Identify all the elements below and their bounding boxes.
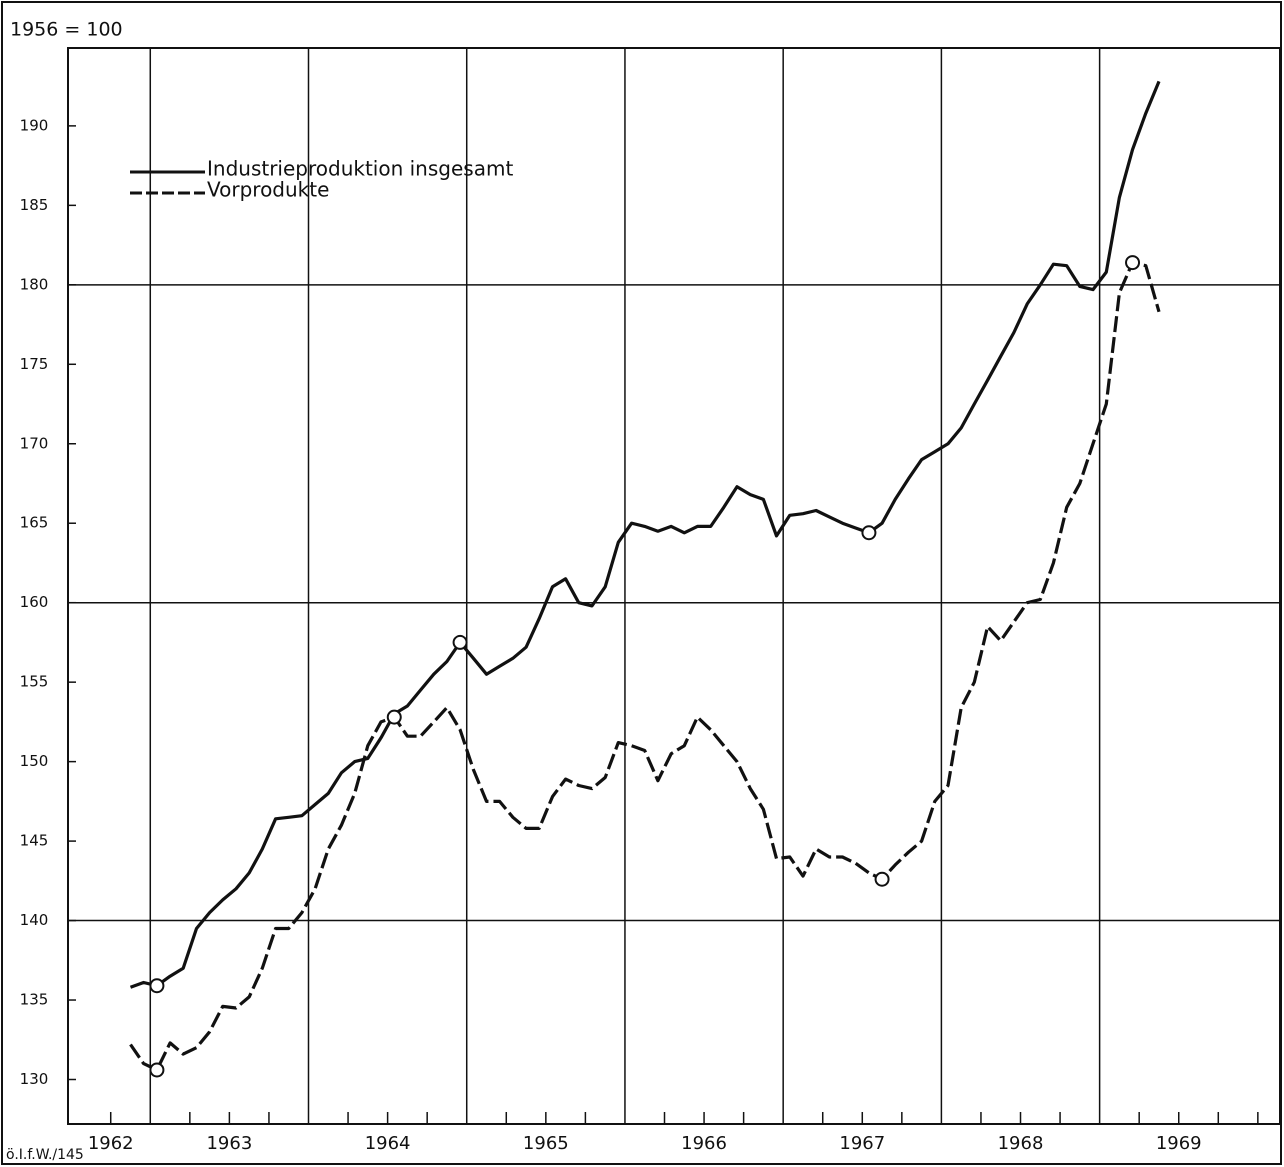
y-tick-label: 145: [20, 832, 49, 850]
legend-label: Vorprodukte: [207, 178, 329, 202]
x-tick-label: 1967: [839, 1133, 885, 1154]
y-tick-label: 185: [20, 196, 49, 214]
y-tick-label: 165: [20, 514, 49, 532]
series-line: [129, 80, 1161, 989]
x-tick-label: 1969: [1156, 1133, 1202, 1154]
y-axis-label: 1956 = 100: [10, 19, 123, 41]
x-tick-label: 1965: [523, 1133, 569, 1154]
y-tick-label: 170: [20, 434, 49, 452]
x-tick-label: 1962: [88, 1133, 134, 1154]
plot-frame: [67, 47, 1281, 1125]
x-tick-label: 1968: [998, 1133, 1044, 1154]
point-marker: [386, 709, 402, 725]
point-marker: [149, 1062, 165, 1078]
y-tick-label: 155: [20, 673, 49, 691]
point-marker: [452, 634, 468, 650]
y-tick-label: 190: [20, 116, 49, 134]
y-tick-label: 160: [20, 593, 49, 611]
y-tick-label: 135: [20, 991, 49, 1009]
y-tick-label: 150: [20, 752, 49, 770]
point-marker: [149, 978, 165, 994]
x-tick-label: 1964: [365, 1133, 411, 1154]
legend-label: Industrieproduktion insgesamt: [207, 157, 513, 181]
x-tick-label: 1966: [681, 1133, 727, 1154]
series-line: [129, 261, 1161, 1072]
y-tick-label: 175: [20, 355, 49, 373]
point-marker: [861, 525, 877, 541]
x-tick-label: 1963: [206, 1133, 252, 1154]
point-marker: [1125, 255, 1141, 271]
y-tick-label: 130: [20, 1070, 49, 1088]
y-tick-label: 180: [20, 275, 49, 293]
source-note: ö.I.f.W./145: [6, 1147, 84, 1163]
point-marker: [874, 871, 890, 887]
y-tick-label: 140: [20, 911, 49, 929]
